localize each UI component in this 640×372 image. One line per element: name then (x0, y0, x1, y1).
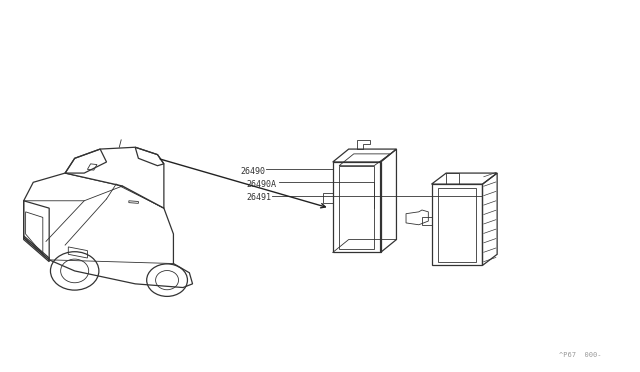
Text: 26490A: 26490A (246, 180, 276, 189)
Polygon shape (24, 173, 193, 288)
Polygon shape (65, 147, 164, 208)
Text: 26490: 26490 (241, 167, 266, 176)
Text: 26491: 26491 (246, 193, 272, 202)
Text: ^P67  000-: ^P67 000- (559, 352, 602, 358)
